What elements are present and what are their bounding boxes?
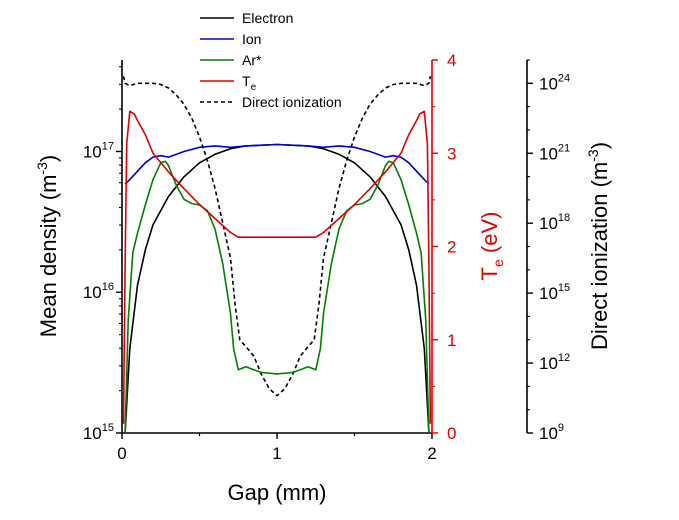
right-tick-label-2: 1015: [539, 282, 570, 303]
right-tick-label-4: 1021: [539, 142, 570, 163]
x-tick-label-1: 1: [272, 444, 281, 463]
red-tick-label-1: 1: [447, 331, 456, 350]
red-axis-label: Te (eV): [477, 212, 506, 281]
right-tick-label-1: 1012: [539, 352, 570, 373]
right-axis-label-close: ): [587, 142, 612, 149]
left-tick-label-0: 1015: [83, 422, 114, 443]
red-tick-label-0: 0: [447, 424, 456, 443]
red-tick-label-4: 4: [447, 51, 456, 70]
right-axis-label: Direct ionization (m-3): [585, 142, 612, 350]
left-tick-label-2: 1017: [83, 140, 114, 161]
right-tick-label-3: 1018: [539, 212, 570, 233]
red-axis-label-unit: (eV): [477, 212, 502, 260]
red-axis-label-sub: e: [490, 259, 506, 267]
left-axis-label-close: ): [36, 155, 61, 162]
red-tick-label-3: 3: [447, 144, 456, 163]
series-line-1: [124, 143, 430, 185]
legend-label-4: Direct ionization: [242, 94, 342, 110]
series-layer: [122, 76, 432, 434]
right-axis-label-sup: -3: [585, 149, 601, 162]
x-tick-label-2: 2: [427, 444, 436, 463]
left-axis-label: Mean density (m-3): [34, 155, 61, 337]
right-tick-label-5: 1024: [539, 72, 570, 93]
ticks-layer: 0 1 2 1015 1016 1017 0 1 2 3 4 109 1012 1015 1018 1021 1…: [83, 51, 570, 463]
series-line-0: [124, 143, 430, 434]
legend-label-1: Ion: [242, 31, 261, 47]
legend-label-2: Ar*: [242, 52, 262, 68]
left-tick-label-1: 1016: [83, 281, 114, 302]
series-line-3: [122, 110, 432, 424]
right-tick-label-0: 109: [539, 422, 564, 443]
plot-frame: [121, 60, 528, 434]
red-tick-label-2: 2: [447, 238, 456, 257]
x-axis-label: Gap (mm): [228, 480, 327, 505]
legend-label-3: Te: [242, 73, 257, 93]
series-line-4: [122, 76, 432, 397]
x-tick-label-0: 0: [117, 444, 126, 463]
legend-label-0: Electron: [242, 10, 293, 26]
left-axis-label-sup: -3: [34, 162, 50, 175]
series-line-2: [124, 160, 430, 434]
